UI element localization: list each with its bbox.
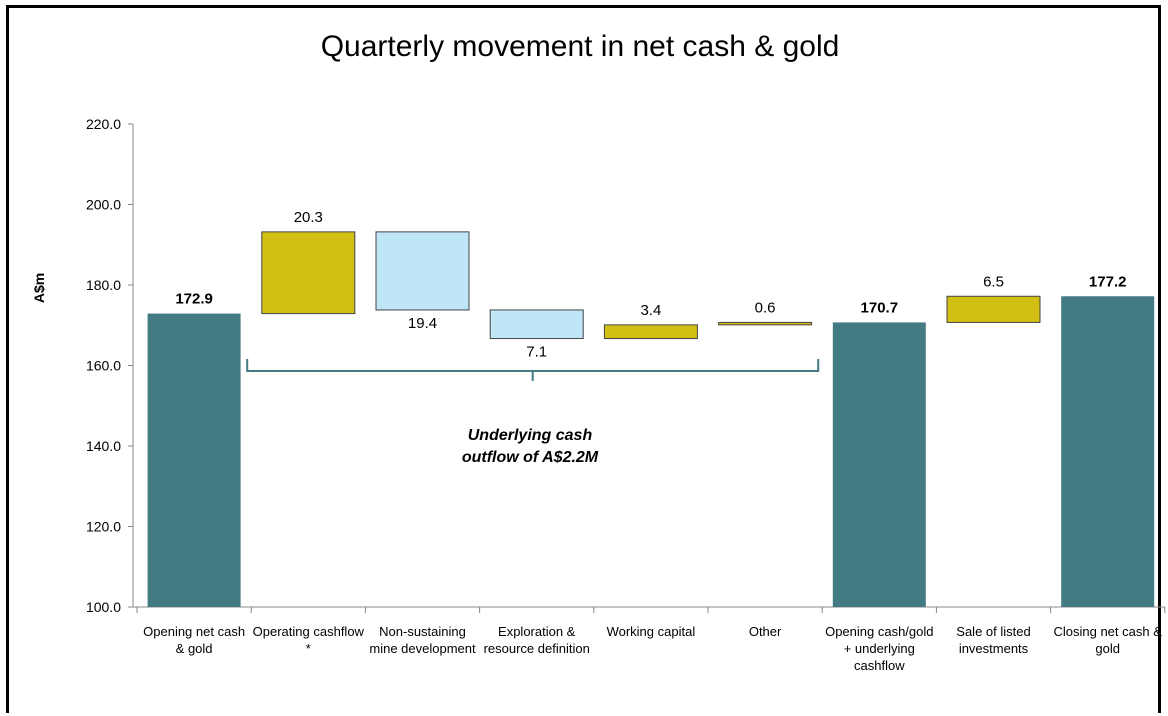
bars [147,231,1155,607]
data-label: 20.3 [294,209,323,226]
bar-increase [718,321,813,326]
data-label: 7.1 [526,344,547,361]
y-tick-label: 220.0 [86,116,121,132]
data-label: 3.4 [640,302,661,319]
bar-increase [946,295,1041,323]
category-label: Non-sustaining [379,624,466,639]
category-label: + underlying [844,641,915,656]
category-labels: Opening net cash & gold Operating cashflow… [143,624,1162,673]
bracket [246,359,820,381]
data-label: 177.2 [1089,273,1127,290]
category-label: cashflow [854,658,905,673]
y-tick-label: 100.0 [86,599,121,615]
category-label: Exploration & [498,624,576,639]
data-labels: 172.9 20.3 19.4 7.1 3.4 0.6 170.7 6.5 177.2 [175,209,1126,361]
data-label: 6.5 [983,273,1004,290]
category-label: mine development [369,641,476,656]
category-label: investments [959,641,1029,656]
category-label: Other [749,624,782,639]
bar-increase [261,231,356,315]
bar-total [832,322,926,607]
category-label: gold [1095,641,1120,656]
category-label: Operating cashflow [253,624,365,639]
y-tick-label: 160.0 [86,358,121,374]
y-tick-label: 180.0 [86,277,121,293]
axes: 100.0 120.0 140.0 160.0 180.0 200.0 220.0 [86,116,1166,615]
data-label: 170.7 [861,299,899,316]
category-label: Closing net cash & [1053,624,1162,639]
bar-decrease [489,309,584,340]
y-axis-label: A$m [31,273,47,303]
category-label: Working capital [607,624,696,639]
category-label: resource definition [484,641,590,656]
data-label: 0.6 [755,299,776,316]
bar-total [147,313,241,607]
category-label: & gold [176,641,213,656]
y-tick-label: 140.0 [86,438,121,454]
annotation-text: outflow of A$2.2M [462,449,599,466]
data-label: 19.4 [408,315,437,332]
annotation-text: Underlying cash [468,427,593,444]
bar-decrease [375,231,470,311]
annotation: Underlying cash outflow of A$2.2M [246,359,820,466]
chart-title: Quarterly movement in net cash & gold [321,30,840,63]
bar-total [1061,296,1155,607]
data-label: 172.9 [175,291,213,308]
y-tick-label: 120.0 [86,519,121,535]
category-label: Opening cash/gold [825,624,933,639]
category-label: Opening net cash [143,624,245,639]
y-tick-label: 200.0 [86,197,121,213]
category-label: * [306,641,311,656]
category-label: Sale of listed [956,624,1030,639]
bar-increase [603,324,698,340]
